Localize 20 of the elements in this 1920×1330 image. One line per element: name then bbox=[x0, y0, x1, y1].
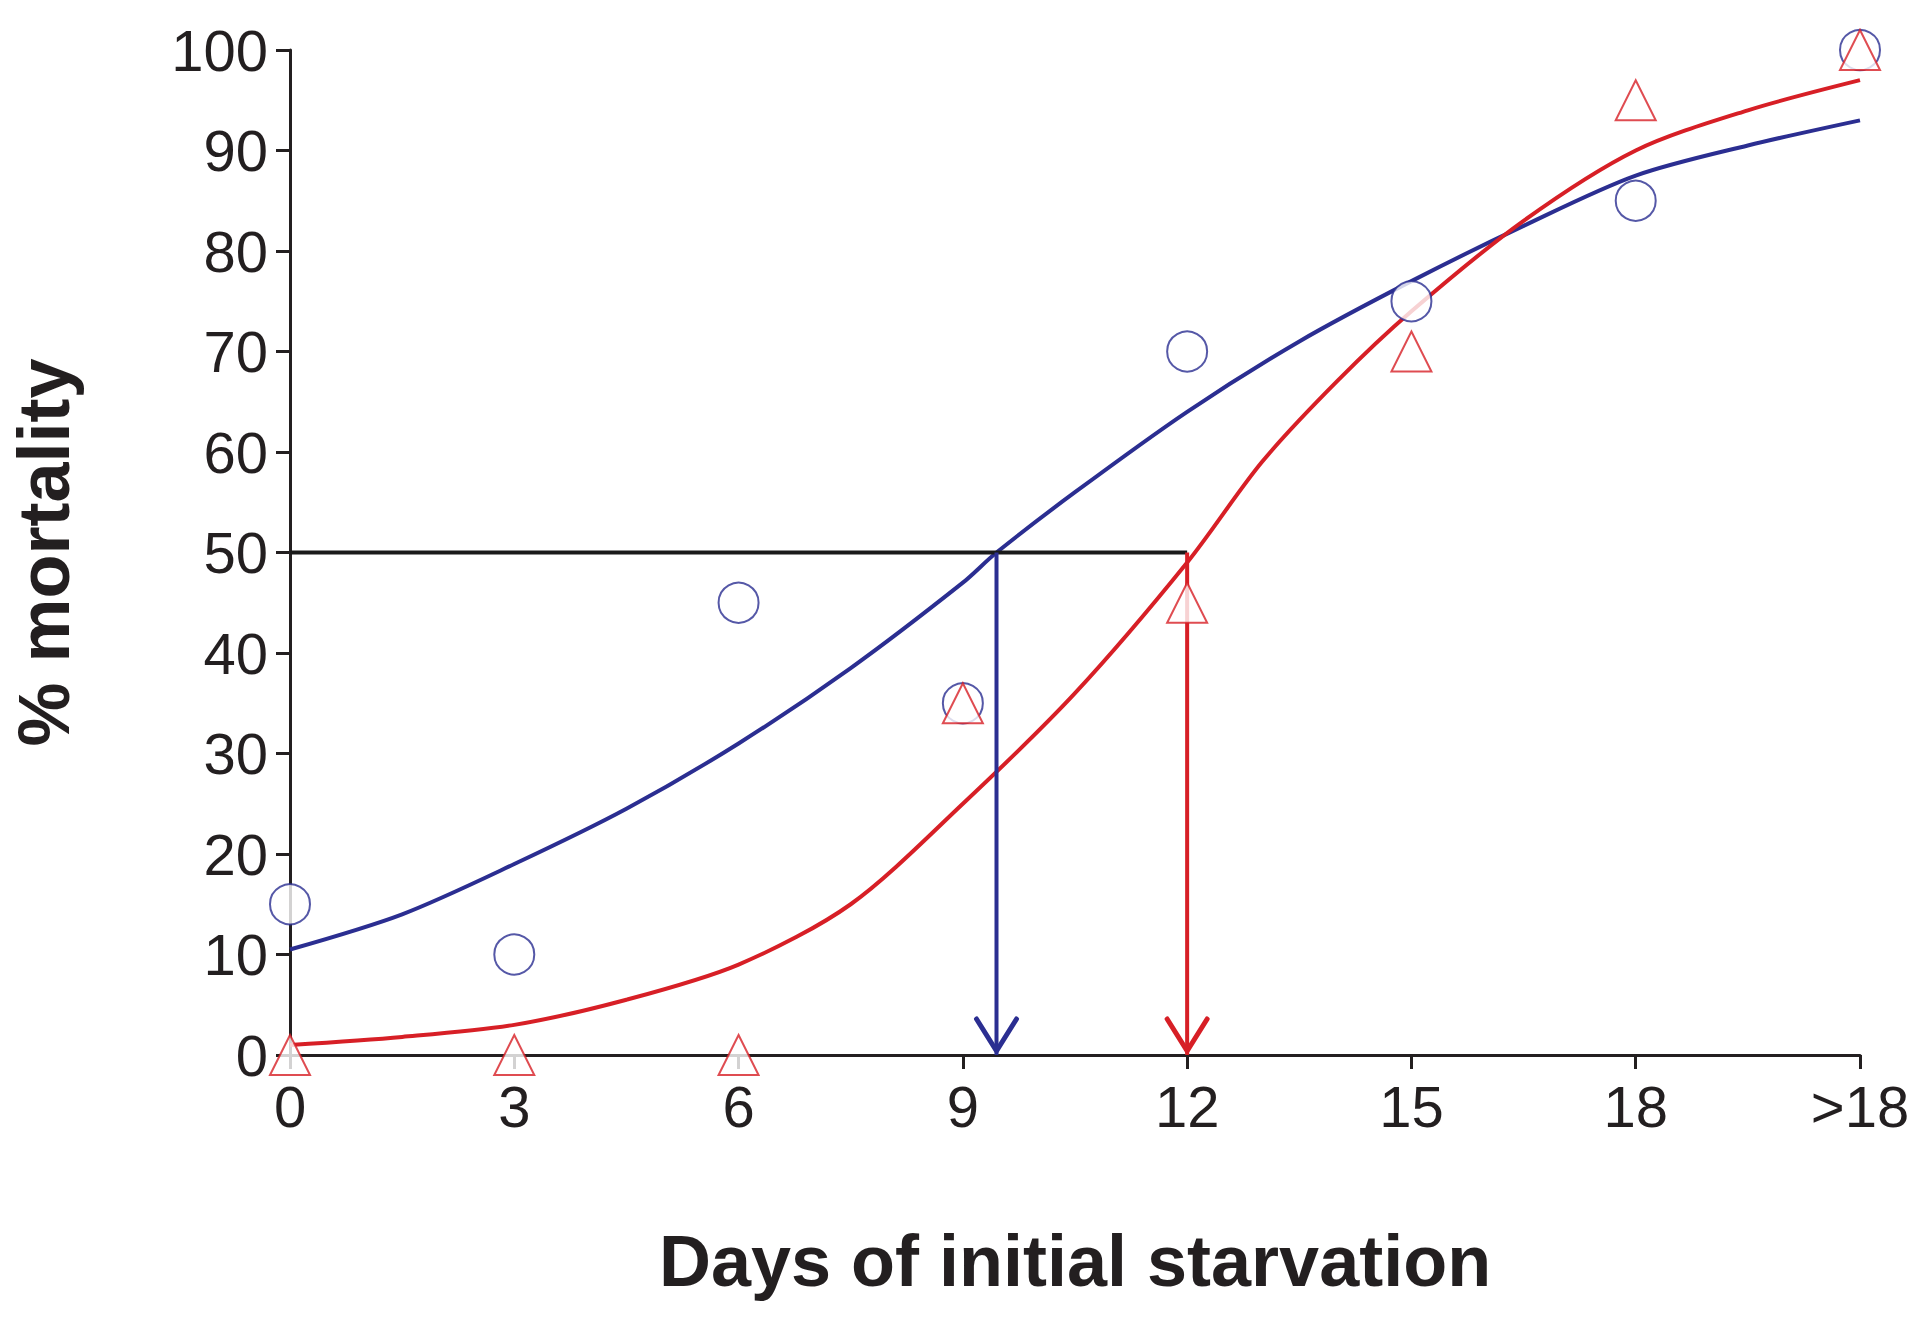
y-tick-label: 60 bbox=[203, 419, 268, 485]
x-tick-label: 18 bbox=[1603, 1073, 1668, 1139]
y-tick-label: 50 bbox=[203, 520, 268, 585]
x-tick-label: 6 bbox=[722, 1073, 755, 1139]
x-tick-label: 3 bbox=[498, 1073, 531, 1139]
y-tick-label: 0 bbox=[235, 1022, 268, 1088]
y-axis-title: % mortality bbox=[4, 358, 84, 747]
y-tick-label: 30 bbox=[203, 721, 268, 786]
y-tick-label: 80 bbox=[203, 218, 268, 284]
y-tick-label: 20 bbox=[203, 821, 268, 887]
y-tick-label: 10 bbox=[203, 922, 268, 987]
y-tick-label: 40 bbox=[203, 620, 268, 686]
x-tick-label: 9 bbox=[946, 1073, 979, 1139]
y-tick-label: 70 bbox=[203, 319, 268, 384]
x-tick-label: 15 bbox=[1379, 1073, 1444, 1139]
x-axis-title: Days of initial starvation bbox=[658, 1221, 1492, 1301]
y-tick-label: 90 bbox=[203, 118, 268, 183]
x-tick-label: >18 bbox=[1810, 1073, 1910, 1139]
x-tick-label: 12 bbox=[1154, 1073, 1220, 1139]
y-tick-label: 100 bbox=[171, 17, 268, 83]
